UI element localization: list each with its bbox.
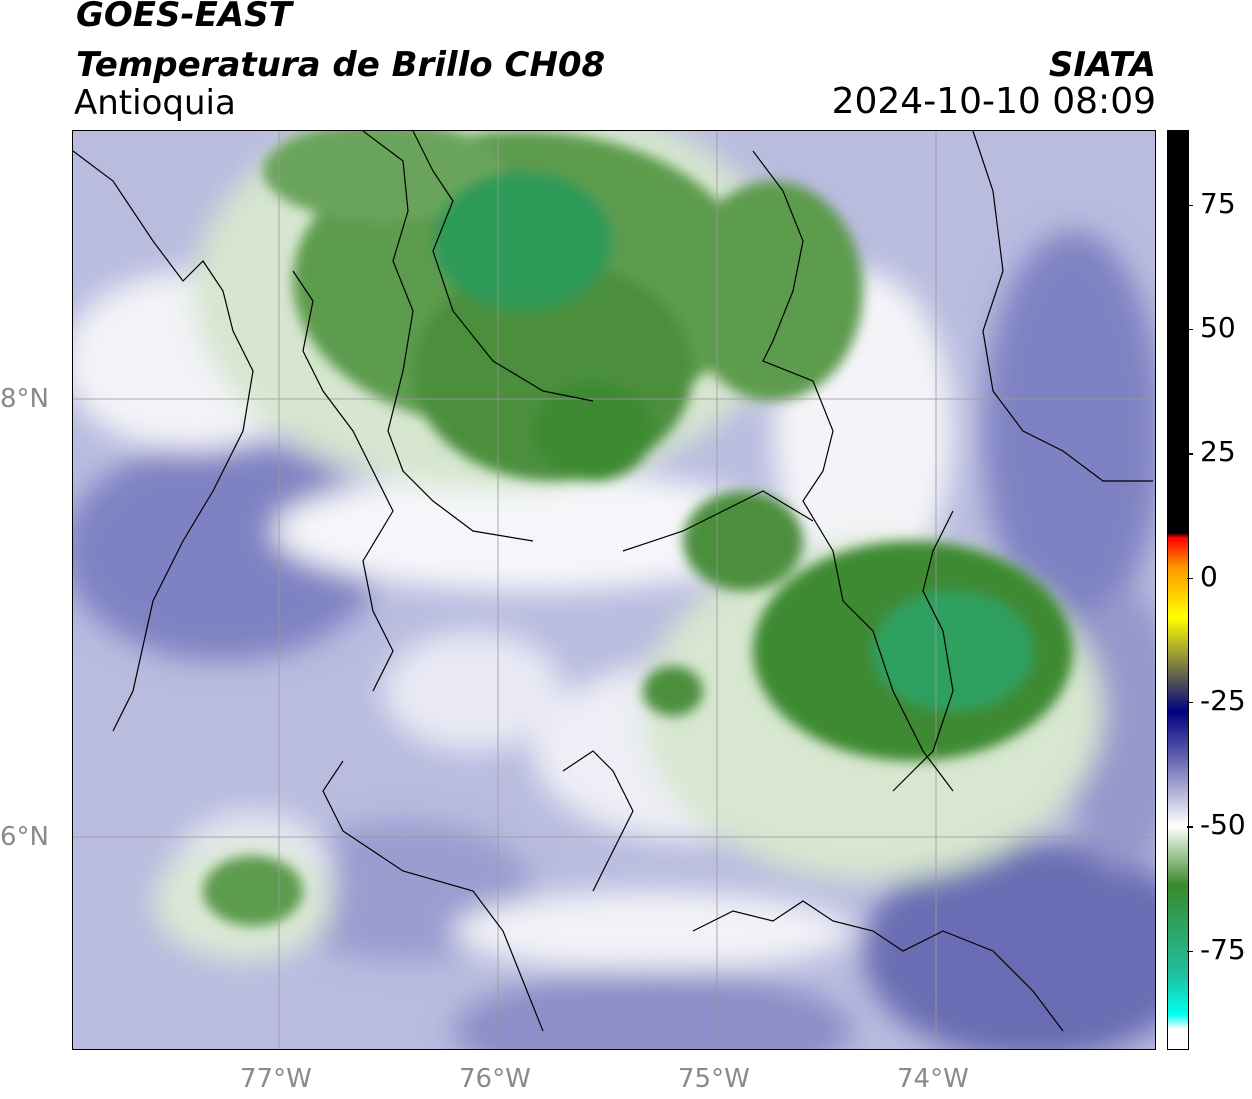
coastline: [73, 150, 254, 732]
colorbar-tick-label: 25: [1200, 435, 1236, 469]
colorbar-tick-label: 75: [1200, 186, 1236, 220]
colorbar-tick-label: -50: [1200, 808, 1246, 842]
lon-tick-label: 75°W: [678, 1064, 750, 1094]
boundaries: [73, 131, 1153, 1032]
product-title: Temperatura de Brillo CH08: [76, 45, 606, 85]
colorbar-tick-label: 0: [1200, 559, 1218, 593]
department-border-3: [892, 510, 954, 792]
colorbar-tick: [1187, 204, 1193, 207]
colorbar-tick-label: 50: [1200, 310, 1236, 344]
colorbar-tick: [1187, 453, 1193, 455]
map-panel[interactable]: [72, 130, 1156, 1050]
region-label: Antioquia: [74, 83, 236, 123]
brightness-temperature-map: [73, 131, 1155, 1049]
department-border-6: [972, 131, 1153, 482]
colorbar-tick-label: -75: [1200, 932, 1246, 966]
satellite-title: GOES-EAST: [76, 0, 292, 35]
colorbar-tick: [1187, 328, 1193, 331]
antioquia-north-border: [362, 131, 534, 542]
agency-label: SIATA: [1048, 45, 1156, 85]
colorbar-tick-label: -25: [1200, 683, 1246, 717]
colorbar-tick: [1187, 577, 1193, 580]
lon-tick-label: 74°W: [897, 1064, 969, 1094]
gulf-of-uraba: [292, 270, 394, 692]
department-border-5: [692, 900, 1064, 1032]
department-border-4: [562, 750, 634, 892]
datetime-label: 2024-10-10 08:09: [831, 81, 1156, 122]
colorbar-tick: [1187, 826, 1193, 828]
lat-tick-label: 8°N: [0, 384, 49, 414]
department-border-1: [622, 490, 814, 552]
colorbar: [1167, 130, 1189, 1050]
department-border-2: [412, 131, 594, 402]
gridlines: [73, 131, 1155, 1049]
colorbar-tick: [1187, 701, 1193, 704]
lon-tick-label: 76°W: [459, 1064, 531, 1094]
lon-tick-label: 77°W: [240, 1064, 312, 1094]
antioquia-east-border: [752, 150, 954, 792]
colorbar-tick: [1187, 950, 1193, 953]
lat-tick-label: 6°N: [0, 822, 49, 852]
antioquia-south-border: [322, 760, 544, 1032]
